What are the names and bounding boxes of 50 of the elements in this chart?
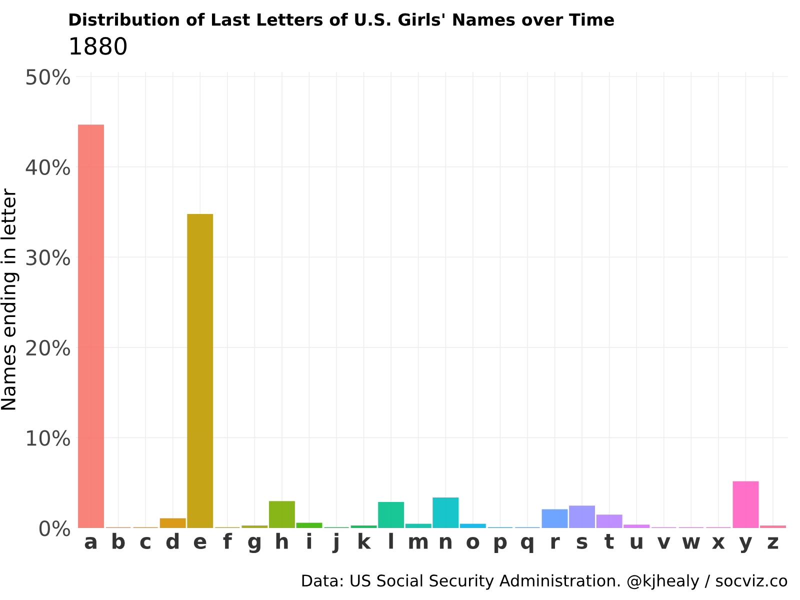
y-axis-title: Names ending in letter (0, 188, 20, 410)
x-tick-label: q (520, 537, 534, 554)
x-tick-label: h (276, 532, 288, 549)
x-tick-label: x (712, 537, 725, 549)
x-tick-label: e (194, 537, 206, 549)
bar (432, 498, 459, 528)
x-tick-label: f (223, 532, 232, 549)
y-tick-label: 40% (26, 159, 70, 176)
x-tick-label: w (682, 537, 700, 549)
text: Data: US Social Security Administration. @kjhealy / socviz.co (302, 574, 788, 590)
x-tick-label: y (739, 537, 752, 554)
y-tick-label: 10% (27, 430, 70, 446)
bar (596, 514, 622, 528)
bar (460, 524, 486, 528)
x-tick-label: d (166, 532, 179, 549)
x-tick-label: z (768, 537, 778, 549)
x-tick-label: k (358, 532, 372, 549)
y-tick-label: 50% (26, 68, 70, 85)
y-tick-label: 0% (39, 520, 70, 536)
bar (569, 506, 596, 528)
x-tick-label: l (389, 532, 393, 549)
chart-title: Distribution of Last Letters of U.S. Girls' Names over Time (70, 12, 614, 26)
y-tick-label: 30% (26, 250, 70, 266)
x-tick-label: c (140, 537, 150, 549)
x-tick-label: i (307, 532, 312, 549)
bar (187, 214, 214, 528)
bar (542, 509, 568, 528)
x-tick-label: o (466, 537, 480, 549)
bar (624, 524, 650, 528)
x-tick-label: u (630, 537, 642, 549)
x-tick-label: p (494, 537, 507, 554)
bar (405, 524, 432, 528)
x-tick-label: r (551, 537, 560, 549)
x-tick-label: b (112, 532, 125, 549)
x-tick-label: j (332, 532, 338, 554)
x-tick-label: a (84, 537, 96, 549)
bar (296, 522, 322, 528)
x-tick-label: s (576, 537, 588, 549)
x-tick-label: m (409, 537, 428, 549)
chart-subtitle: 1880 (70, 36, 127, 55)
x-tick-label: t (604, 534, 614, 549)
x-tick-label: g (248, 536, 260, 554)
x-tick-label: n (440, 537, 452, 549)
bar (160, 518, 186, 528)
bar (268, 501, 295, 528)
bar (732, 481, 759, 528)
bar (78, 124, 104, 528)
bar (378, 502, 404, 528)
y-tick-label: 20% (26, 340, 70, 356)
x-tick-label: v (657, 537, 670, 549)
